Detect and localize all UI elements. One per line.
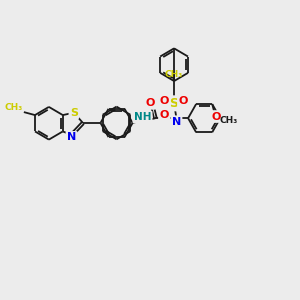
Text: O: O (146, 98, 155, 108)
Text: O: O (160, 110, 169, 120)
Text: O: O (211, 112, 221, 122)
Text: O: O (160, 96, 169, 106)
Text: NH: NH (134, 112, 151, 122)
Text: CH₃: CH₃ (165, 70, 183, 79)
Text: O: O (178, 96, 188, 106)
Text: S: S (70, 108, 78, 118)
Text: N: N (67, 132, 76, 142)
Text: S: S (169, 97, 178, 110)
Text: N: N (172, 117, 181, 127)
Text: CH₃: CH₃ (5, 103, 23, 112)
Text: CH₃: CH₃ (220, 116, 238, 124)
